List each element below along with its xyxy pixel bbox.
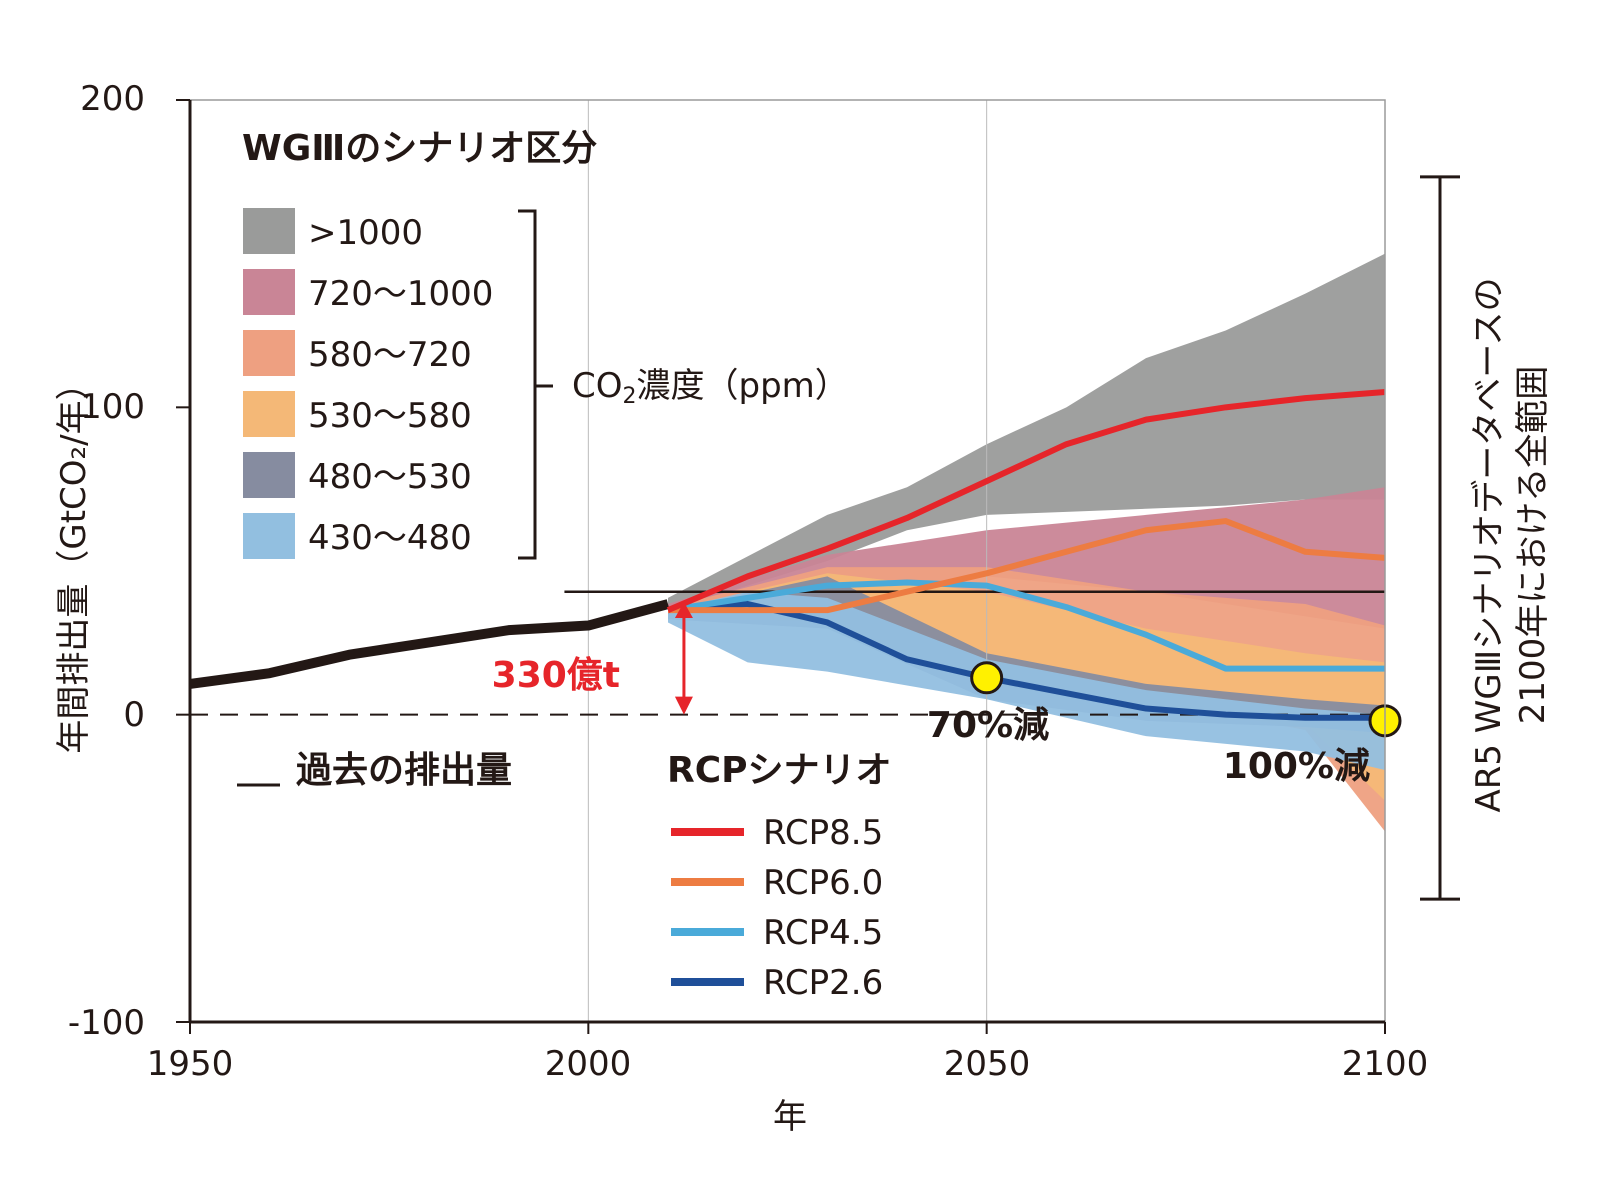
legend-label: 720〜1000 [308,274,493,314]
legend-swatch [243,391,295,437]
concentration-label: CO2濃度（ppm） [572,366,849,409]
rcp-line [666,388,1386,613]
rcp-legend-label: RCP8.5 [763,813,883,853]
x-tick-label: 2000 [545,1044,632,1084]
rcp-line [667,601,1385,721]
legend-swatch [243,208,295,254]
scenario-band [668,591,1385,770]
range-bar-label: AR5 WGⅢシナリオデータベースの 2100年における全範囲 [1469,277,1553,812]
rcp-legend-label: RCP4.5 [763,913,883,953]
y-axis-title: 年間排出量（GtCO₂/年） [54,366,94,753]
x-tick-label: 1950 [147,1044,234,1084]
x-tick-label: 2100 [1342,1044,1429,1084]
reduction-arrow-head [674,696,693,715]
data-lines [189,388,1402,738]
y-tick-label: 0 [123,695,145,735]
x-tick-label: 2050 [944,1044,1031,1084]
marker-label-100: 100%減 [1223,746,1370,787]
marker-label-70: 70%減 [927,705,1049,746]
scenario-band [668,253,1385,611]
legend-label: 430〜480 [308,518,472,558]
legend-swatch [243,452,295,498]
reduction-arrow-label: 330億t [492,655,620,696]
legend-label: 580〜720 [308,335,472,375]
rcp-line [668,518,1386,614]
legend-swatch [243,269,295,315]
wg3-legend-title: WGⅢのシナリオ区分 [242,128,597,169]
legend-swatch [243,330,295,376]
legend-label: >1000 [308,213,423,253]
y-tick-label: -100 [68,1003,145,1043]
rcp-legend-label: RCP6.0 [763,863,883,903]
reduction-marker [970,661,1004,695]
y-tick-label: 200 [80,79,145,119]
y-tick-label: 100 [80,387,145,427]
reduction-arrow-head [674,602,693,619]
rcp-line [667,579,1385,672]
scenario-band [668,567,1385,832]
rcp-legend-label: RCP2.6 [763,963,883,1003]
legend-swatch [243,513,295,559]
legend-label: 480〜530 [308,457,472,497]
legend-label: 530〜580 [308,396,472,436]
range-bar-label-line1: AR5 WGⅢシナリオデータベースの [1469,277,1509,812]
historical-legend-label: 過去の排出量 [296,750,512,791]
rcp-legend-title: RCPシナリオ [667,750,892,791]
axes [176,99,1460,1034]
legend-bracket [518,209,553,560]
historical-line [189,599,670,689]
range-bar-label-line2: 2100年における全範囲 [1513,366,1553,725]
x-axis-title: 年 [773,1097,807,1137]
